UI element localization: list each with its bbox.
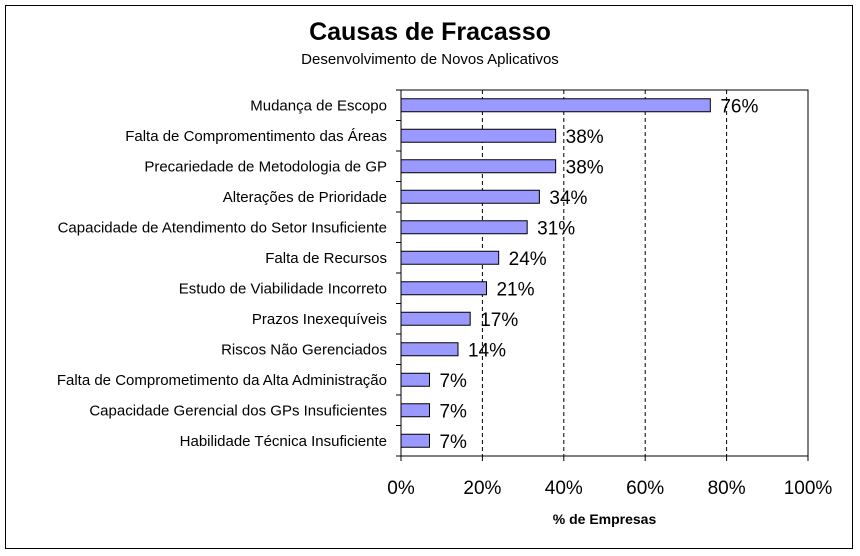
category-label-3: Alterações de Prioridade <box>223 189 387 206</box>
bar-9 <box>400 372 430 387</box>
chart-title: Causas de Fracasso <box>309 18 551 46</box>
category-label-5: Falta de Recursos <box>265 250 387 267</box>
x-tick-label-3: 60% <box>626 478 664 499</box>
data-label-0: 76% <box>720 96 758 117</box>
x-tick-label-5: 100% <box>784 478 833 499</box>
category-label-2: Precariedade de Metodologia de GP <box>144 158 387 175</box>
bar-6 <box>400 281 487 296</box>
bar-1 <box>400 128 557 143</box>
category-label-9: Falta de Comprometimento da Alta Adminis… <box>57 372 387 389</box>
x-tick-label-2: 40% <box>545 478 583 499</box>
category-label-8: Riscos Não Gerenciados <box>221 341 387 358</box>
bar-3 <box>400 189 540 204</box>
bar-0 <box>400 98 711 113</box>
data-label-5: 24% <box>509 249 547 270</box>
bar-5 <box>400 250 500 265</box>
x-tick-label-1: 20% <box>463 478 501 499</box>
category-label-1: Falta de Compromentimento das Áreas <box>125 128 387 145</box>
chart-subtitle: Desenvolvimento de Novos Aplicativos <box>301 51 559 68</box>
bar-4 <box>400 220 528 235</box>
data-label-4: 31% <box>537 218 575 239</box>
x-tick-label-4: 80% <box>708 478 746 499</box>
data-label-8: 14% <box>468 340 506 361</box>
x-axis-label: % de Empresas <box>553 511 657 527</box>
category-label-0: Mudança de Escopo <box>250 97 387 114</box>
data-label-6: 21% <box>496 279 534 300</box>
data-label-1: 38% <box>566 127 604 148</box>
bar-2 <box>400 159 557 174</box>
chart-frame <box>5 5 853 549</box>
data-label-10: 7% <box>439 401 467 422</box>
bar-10 <box>400 403 430 418</box>
category-label-11: Habilidade Técnica Insuficiente <box>180 433 387 450</box>
bar-7 <box>400 311 471 326</box>
category-label-6: Estudo de Viabilidade Incorreto <box>179 280 387 297</box>
x-tick-label-0: 0% <box>387 478 415 499</box>
data-label-9: 7% <box>439 371 467 392</box>
bar-11 <box>400 433 430 448</box>
data-label-3: 34% <box>549 188 587 209</box>
plot-area: 0% 20% 40% 60% 80% 100% Mudança de Escopo 76% Fa… <box>57 89 833 527</box>
data-label-11: 7% <box>439 432 467 453</box>
data-label-2: 38% <box>566 157 604 178</box>
category-label-4: Capacidade de Atendimento do Setor Insuf… <box>58 219 387 236</box>
category-label-10: Capacidade Gerencial dos GPs Insuficient… <box>89 402 387 419</box>
data-label-7: 17% <box>480 310 518 331</box>
category-label-7: Prazos Inexequíveis <box>252 311 387 328</box>
bar-8 <box>400 342 459 357</box>
